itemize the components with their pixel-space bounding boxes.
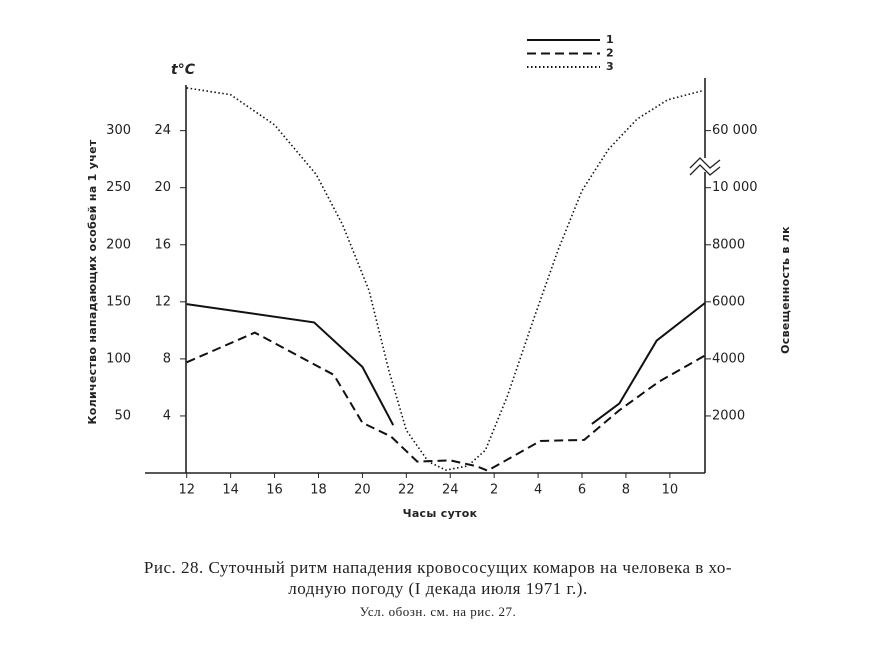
y2-tick-label: 60 000 [712, 123, 758, 138]
legend-label: 2 [606, 47, 614, 60]
x-tick-label: 16 [266, 483, 283, 498]
series-line [186, 87, 704, 471]
y-tick-label: 50 [114, 408, 131, 423]
t-tick-label: 8 [163, 351, 171, 366]
temperature-label: t°C [171, 62, 196, 78]
y2-tick-label: 2000 [712, 408, 745, 423]
t-tick-label: 16 [154, 237, 171, 252]
series-line [186, 331, 706, 472]
caption: лодную погоду (I декада июля 1971 г.). [288, 579, 587, 598]
x-tick-label: 12 [178, 483, 195, 498]
t-tick-label: 20 [154, 180, 171, 195]
y2-tick-label: 4000 [712, 351, 745, 366]
y2-tick-label: 6000 [712, 294, 745, 309]
legend-label: 1 [606, 33, 614, 46]
t-tick-label: 4 [163, 408, 171, 423]
y2-axis-label: Освещенность в лк [779, 226, 792, 354]
x-tick-label: 20 [354, 483, 371, 498]
x-tick-label: 2 [490, 483, 498, 498]
y-tick-label: 300 [106, 123, 131, 138]
y-tick-label: 200 [106, 237, 131, 252]
x-tick-label: 24 [442, 483, 459, 498]
x-tick-label: 4 [534, 483, 542, 498]
axis-break [689, 164, 721, 176]
x-tick-label: 8 [622, 483, 630, 498]
x-tick-label: 10 [662, 483, 679, 498]
t-tick-label: 24 [154, 123, 171, 138]
y-tick-label: 150 [106, 294, 131, 309]
y-axis-label: Количество нападающих особей на 1 учет [86, 139, 99, 424]
t-tick-label: 12 [154, 294, 171, 309]
caption: Рис. 28. Суточный ритм нападения кровосо… [144, 558, 732, 577]
y-tick-label: 100 [106, 351, 131, 366]
series-line [186, 302, 706, 426]
x-axis-label: Часы суток [403, 507, 478, 520]
x-tick-label: 22 [398, 483, 415, 498]
x-tick-label: 14 [222, 483, 239, 498]
x-tick-label: 6 [578, 483, 586, 498]
caption: Усл. обозн. см. на рис. 27. [360, 604, 517, 619]
axis-break [689, 157, 721, 169]
legend-label: 3 [606, 60, 614, 73]
y2-tick-label: 8000 [712, 237, 745, 252]
y2-tick-label: 10 000 [712, 180, 758, 195]
y-tick-label: 250 [106, 180, 131, 195]
x-tick-label: 18 [310, 483, 327, 498]
